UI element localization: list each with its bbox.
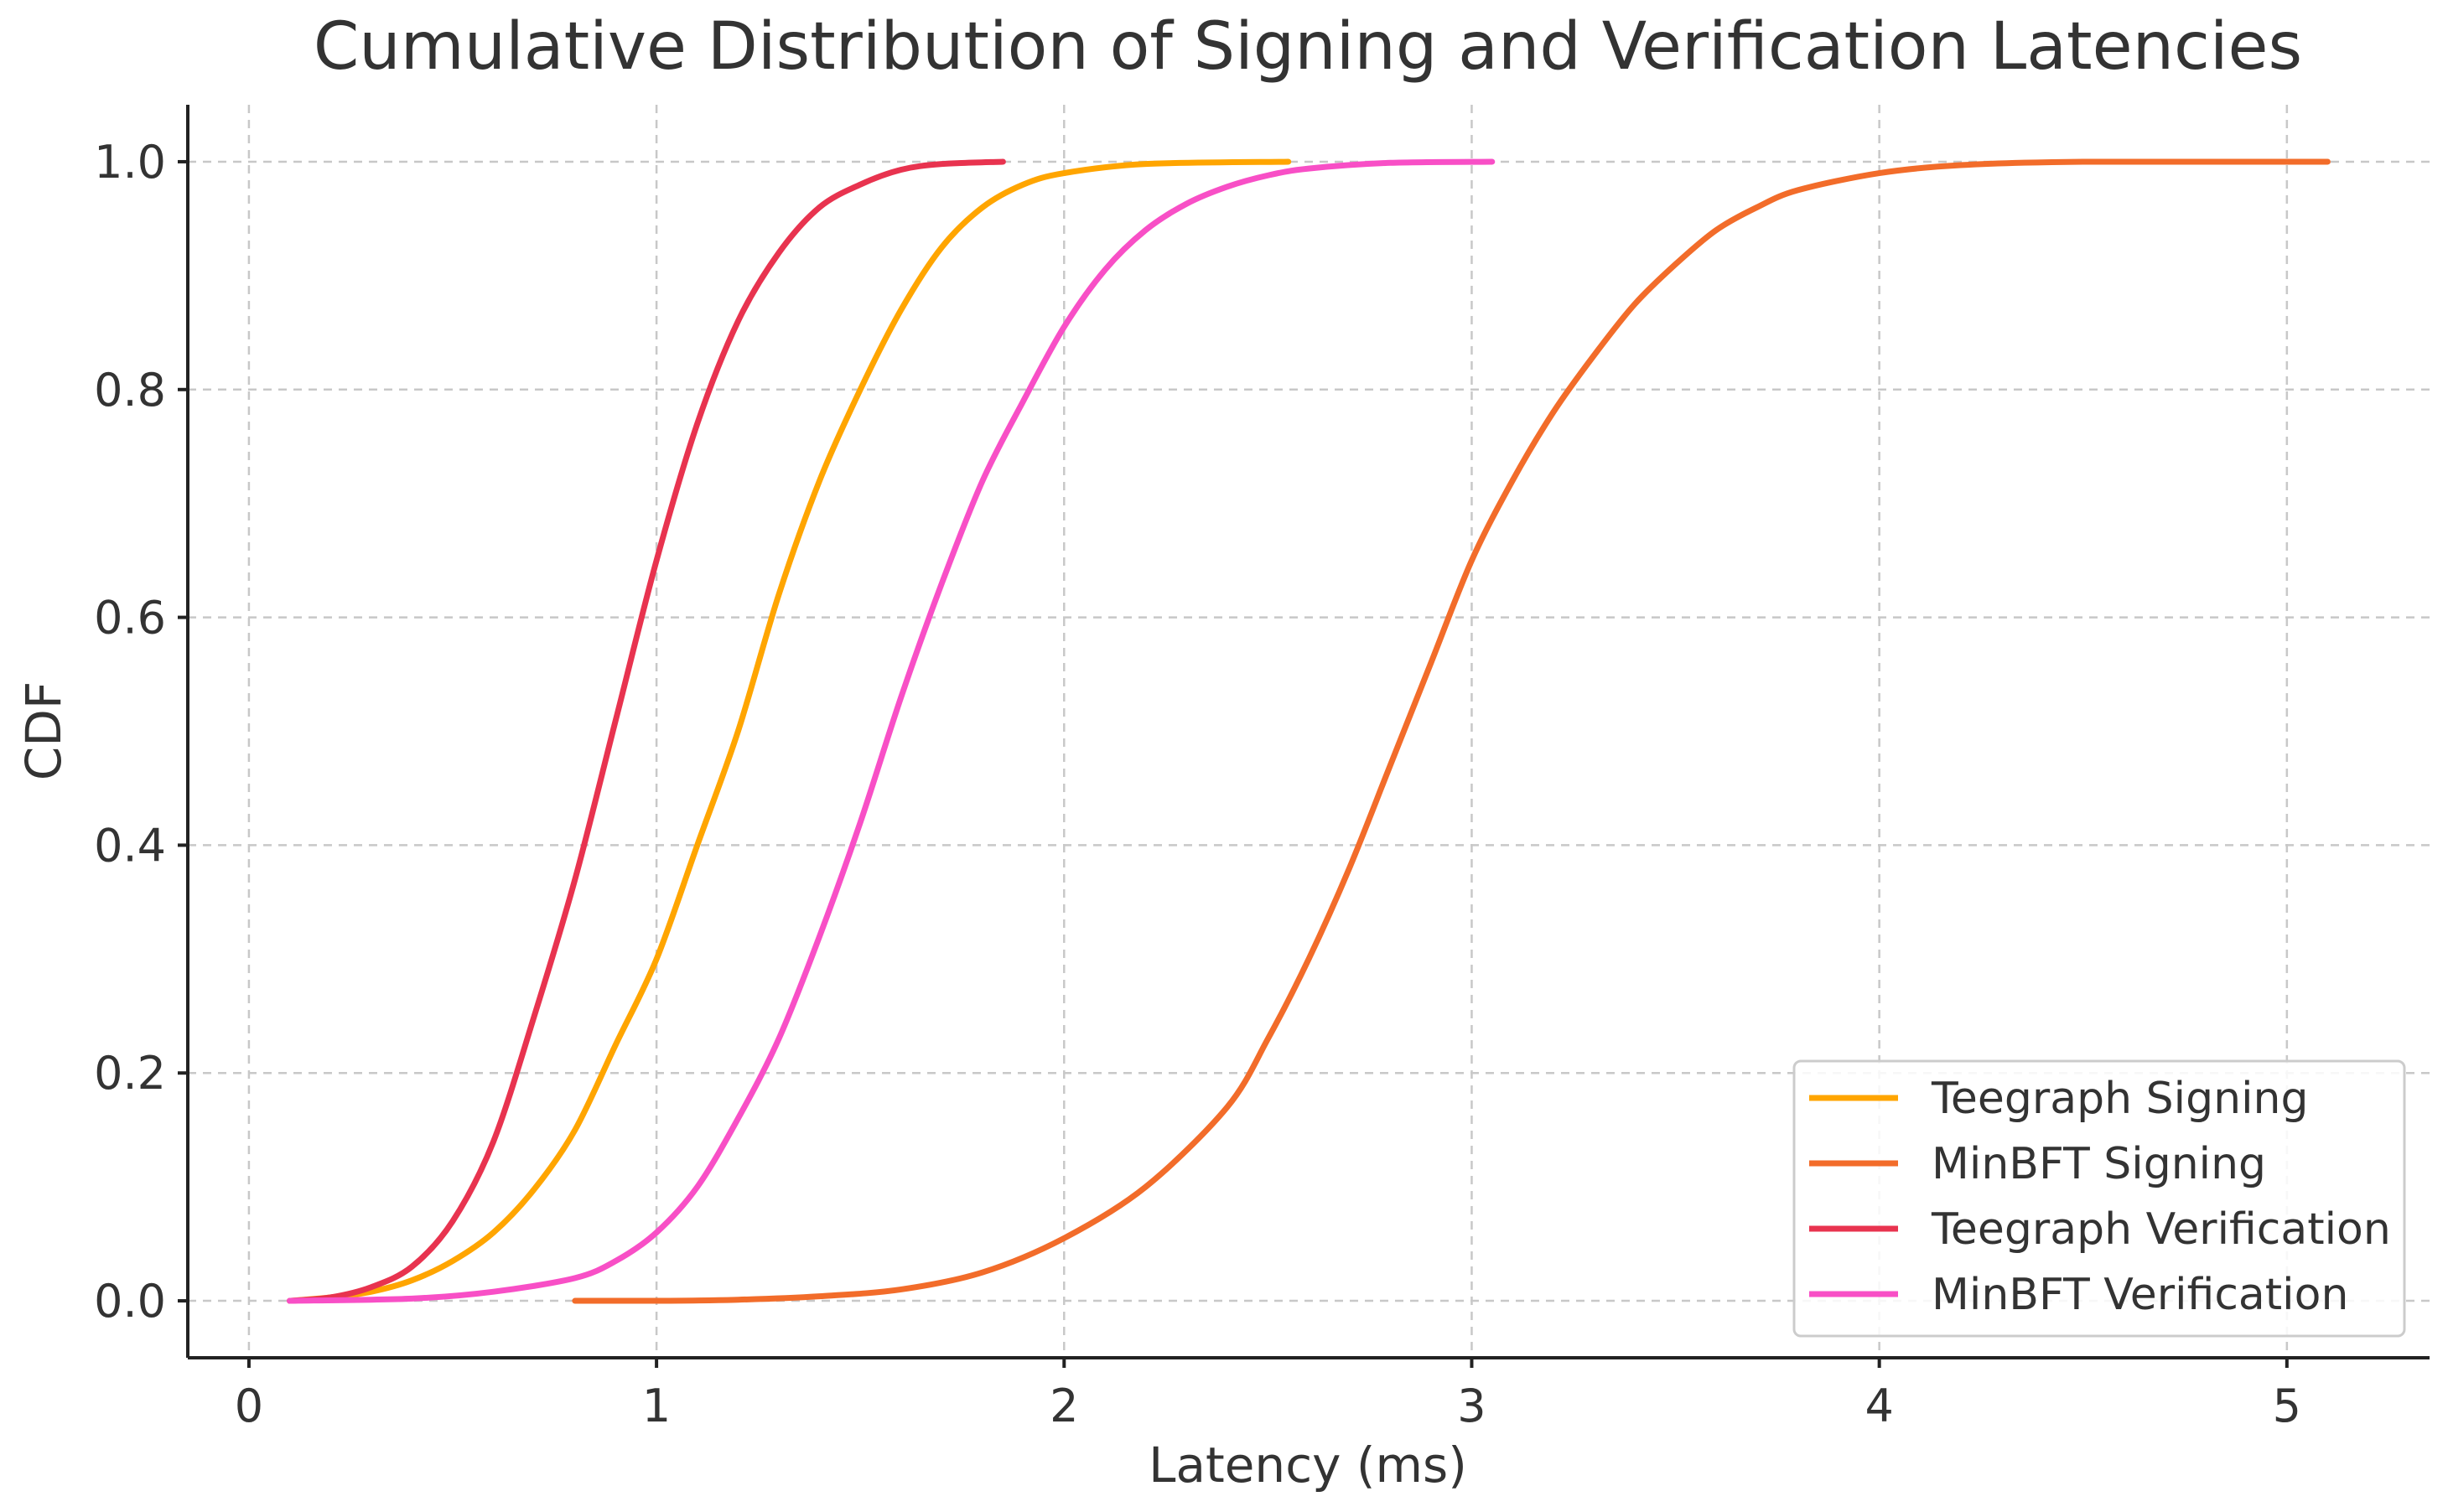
x-tick-label: 3 — [1457, 1380, 1486, 1432]
x-tick-label: 5 — [2273, 1380, 2301, 1432]
legend-label: Teegraph Verification — [1931, 1204, 2391, 1255]
axes — [186, 105, 2430, 1359]
series-line-2 — [287, 158, 1006, 1304]
legend-box — [1792, 1059, 2406, 1338]
x-tick-label: 2 — [1050, 1380, 1078, 1432]
x-tick-label: 4 — [1865, 1380, 1893, 1432]
y-tick-label: 1.0 — [94, 136, 166, 189]
x-tick-label: 0 — [235, 1380, 263, 1432]
series-line-1 — [572, 158, 2331, 1304]
y-tick-label: 0.2 — [94, 1047, 166, 1100]
series-line-3 — [287, 158, 1496, 1304]
y-tick-label: 0.4 — [94, 819, 166, 872]
y-tick-label: 0.0 — [94, 1275, 166, 1328]
x-axis-label: Latency (ms) — [1149, 1437, 1467, 1494]
y-tick-label: 0.8 — [94, 364, 166, 417]
legend-label: MinBFT Signing — [1932, 1139, 2266, 1189]
y-axis-label: CDF — [15, 681, 72, 781]
legend-label: Teegraph Signing — [1931, 1074, 2309, 1124]
legend: Teegraph Signing MinBFT Signing Teegraph V… — [1792, 1059, 2406, 1338]
x-tick-label: 1 — [642, 1380, 671, 1432]
tick-labels: 0 1 2 3 4 5 0.0 0.2 0.4 0.6 0.8 1.0 — [94, 136, 2301, 1432]
chart-title: Cumulative Distribution of Signing and V… — [314, 9, 2302, 85]
y-tick-label: 0.6 — [94, 592, 166, 645]
legend-label: MinBFT Verification — [1932, 1270, 2348, 1320]
series-line-0 — [287, 158, 1292, 1304]
series-lines — [287, 158, 2331, 1304]
